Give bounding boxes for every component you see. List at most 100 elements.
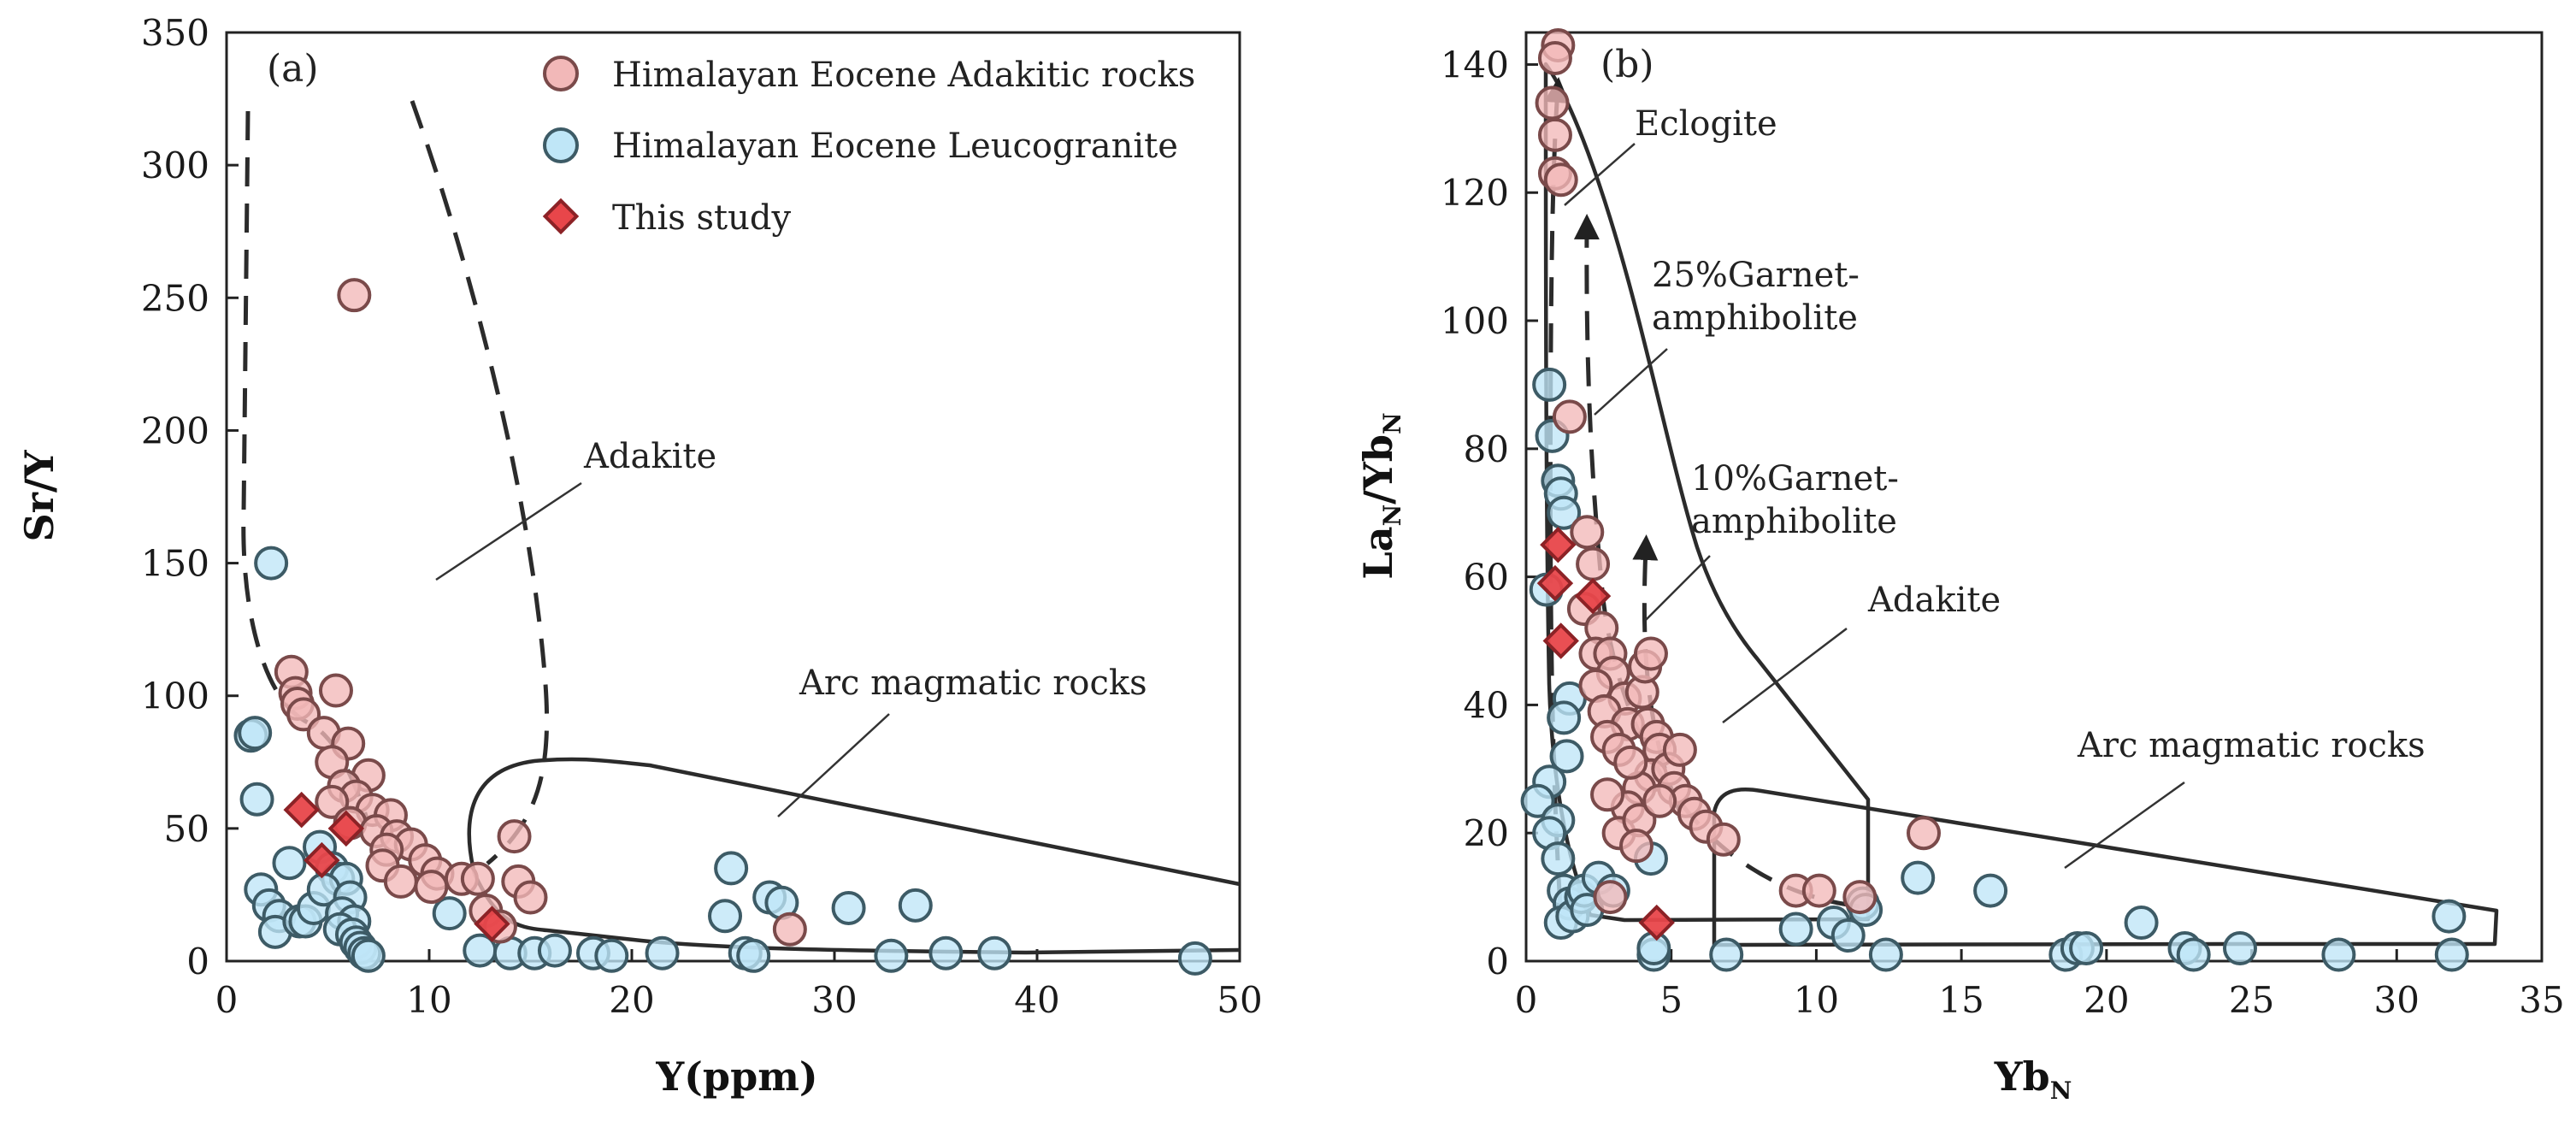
panel-b-y-axis-sub1: N (1378, 504, 1406, 527)
panel-b-eclogite-leader (1564, 143, 1636, 206)
panel-a-x-tick-label: 30 (811, 979, 857, 1021)
legend-leucogranite-label: Himalayan Eocene Leucogranite (612, 127, 1178, 166)
panel-b-leucogranite-point (2321, 937, 2356, 972)
panel-b-leucogranite-point (2124, 906, 2159, 941)
panel-b-adakitic-point (1576, 546, 1611, 581)
panel-a-adakite-dashed-right (410, 100, 550, 865)
panel-b-adakitic-point (1537, 40, 1572, 75)
panel-b-leucogranite-point (1549, 739, 1584, 774)
panel-a-y-tick-label: 0 (186, 941, 209, 982)
panel-b-adakitic-point (1706, 822, 1741, 857)
panel-a-leucogranite-point (874, 938, 909, 973)
panel-b-this-study-point (1536, 564, 1574, 602)
panel-a-y-tick-label: 100 (141, 676, 209, 717)
panel-b-leucogranite-point (2434, 937, 2469, 972)
panel-a-adakite-leader (435, 481, 582, 581)
panel-a-leucogranite-point (831, 890, 866, 925)
panel-a-this-study-point (327, 810, 365, 847)
panel-a-adakitic-point (315, 784, 350, 819)
panel-b-adakitic-point (1662, 732, 1697, 767)
panel-a-axis-ticks: 0 10 20 30 40 50 0 50 100 150 200 250 300 350 (141, 12, 1263, 1021)
panel-b-adakitic-point (1593, 880, 1628, 915)
panel-a: 0 10 20 30 40 50 0 50 100 150 200 250 300 350 Adakite… (16, 12, 1263, 1100)
panel-b-leucogranite-point (1709, 937, 1744, 972)
panel-b-adakitic-point (1537, 117, 1572, 152)
panel-a-arc-field-boundary (467, 757, 1241, 887)
panel-a-adakitic-point (460, 861, 495, 896)
panel-b-axis-ticks: 0 5 10 15 20 25 30 35 0 20 40 60 80 100 120 140 (1441, 44, 2565, 1021)
panel-a-x-axis-title: Y(ppm) (655, 1053, 817, 1100)
panel-b-adakitic-point (1618, 829, 1653, 864)
panel-b-adakite-label: Adakite (1867, 581, 2001, 620)
panel-a-leucogranite-point (645, 935, 680, 971)
panel-a-adakitic-point (497, 819, 532, 854)
panel-a-x-tick-label: 0 (215, 979, 239, 1021)
panel-a-adakitic-point (318, 673, 353, 708)
panel-b-this-study-point (1540, 526, 1577, 563)
panel-b-leucogranite-point (2069, 931, 2104, 966)
panel-b-x-tick-label: 20 (2084, 979, 2129, 1021)
panel-b: 0 5 10 15 20 25 30 35 0 20 40 60 80 100 120 140 Eclogit… (1355, 27, 2565, 1105)
panel-b-y-tick-label: 0 (1486, 941, 1509, 982)
panel-a-leucogranite-point (594, 938, 629, 973)
panel-a-leucogranite-point (239, 782, 274, 817)
panel-b-x-tick-label: 25 (2229, 979, 2274, 1021)
panel-b-adakitic-point (1633, 636, 1668, 671)
panel-b-arc-label: Arc magmatic rocks (2077, 726, 2426, 765)
panel-b-x-tick-label: 30 (2374, 979, 2420, 1021)
panel-b-garnet10-label-line2: amphibolite (1691, 502, 1897, 541)
panel-b-y-axis-la: La (1355, 526, 1401, 579)
legend: Himalayan Eocene Adakitic rocks Himalaya… (542, 56, 1195, 238)
panel-b-arc-leader (2064, 781, 2185, 870)
panel-a-adakitic-point (414, 870, 449, 905)
panel-b-x-tick-label: 10 (1794, 979, 1839, 1021)
panel-b-leucogranite-point (1532, 367, 1567, 402)
panel-b-data-points (1520, 27, 2469, 972)
panel-a-y-axis-title: Sr/Y (16, 449, 62, 541)
panel-a-leucogranite-point (736, 938, 771, 973)
panel-a-leucogranite-point (537, 933, 572, 968)
panel-a-x-tick-label: 50 (1217, 979, 1262, 1021)
panel-b-y-tick-label: 100 (1441, 300, 1509, 342)
panel-b-y-tick-label: 120 (1441, 172, 1509, 214)
panel-a-leucogranite-point (432, 896, 467, 931)
panel-a-y-tick-label: 350 (141, 12, 209, 54)
panel-a-x-tick-label: 20 (609, 979, 654, 1021)
panel-b-y-axis-title: LaN/YbN (1355, 412, 1406, 579)
panel-a-leucogranite-point (977, 935, 1012, 971)
panel-b-plot-frame (1524, 31, 2544, 963)
panel-b-leucogranite-point (1830, 918, 1866, 953)
panel-a-leucogranite-point (272, 846, 307, 881)
panel-b-label: (b) (1600, 43, 1654, 86)
panel-b-x-tick-label: 15 (1938, 979, 1984, 1021)
legend-this-study-marker (542, 198, 580, 235)
panel-a-adakitic-point (337, 278, 372, 313)
panel-b-leucogranite-point (1547, 495, 1582, 530)
panel-b-y-tick-label: 40 (1464, 684, 1509, 726)
panel-b-leucogranite-point (2432, 899, 2467, 934)
panel-a-adakitic-point (383, 864, 418, 899)
panel-b-adakite-leader (1722, 628, 1848, 723)
panel-b-y-axis-sub2: N (1378, 412, 1406, 434)
panel-b-garnet25-label-line2: amphibolite (1652, 298, 1858, 338)
panel-b-adakitic-point (1613, 745, 1648, 780)
panel-a-adakitic-point (513, 880, 548, 915)
panel-a-label: (a) (267, 47, 319, 91)
panel-b-leucogranite-point (2222, 931, 2257, 966)
panel-a-y-tick-label: 150 (141, 543, 209, 585)
panel-b-garnet25-trend (1573, 214, 1860, 909)
panel-b-y-tick-label: 140 (1441, 44, 1509, 86)
panel-b-x-tick-label: 35 (2519, 979, 2564, 1021)
panel-b-leucogranite-point (1547, 700, 1582, 735)
panel-b-y-axis-mid: /Yb (1355, 434, 1401, 504)
panel-b-adakitic-point (1642, 783, 1677, 818)
panel-a-this-study-point (304, 841, 340, 879)
panel-a-leucogranite-point (708, 899, 743, 934)
panel-b-adakitic-point (1801, 873, 1836, 908)
panel-a-leucogranite-point (898, 888, 933, 923)
panel-b-leucogranite-point (1778, 912, 1813, 947)
panel-b-leucogranite-point (1901, 860, 1936, 895)
panel-b-this-study-point (1638, 904, 1675, 941)
panel-a-this-study-point (283, 791, 320, 829)
panel-a-leucogranite-point (714, 851, 749, 886)
